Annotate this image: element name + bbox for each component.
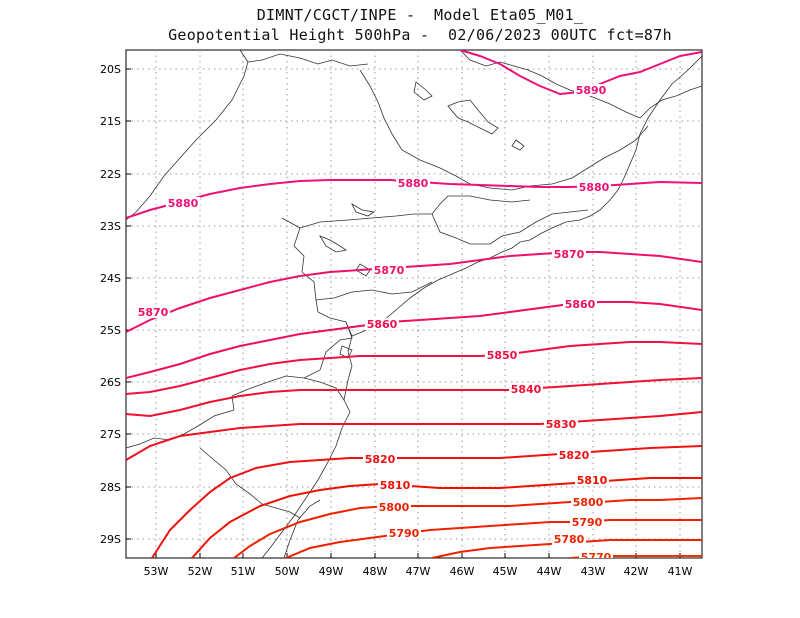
contour-5800 <box>233 497 702 558</box>
lat-label: 28S <box>100 481 121 494</box>
contour-label: 5860 <box>565 298 596 311</box>
contour-label: 5830 <box>546 418 577 431</box>
lat-label: 26S <box>100 376 121 389</box>
contour-label: 5810 <box>577 474 608 487</box>
contour-label: 5820 <box>365 453 396 466</box>
lat-label: 20S <box>100 63 121 76</box>
lon-label: 42W <box>624 565 649 578</box>
latitude-labels: 20S 21S 22S 23S 24S 25S 26S 27S 28S 29S <box>100 63 121 546</box>
contour-label: 5800 <box>379 501 410 514</box>
contour-label: 5820 <box>559 449 590 462</box>
lon-label: 47W <box>406 565 431 578</box>
lon-label: 48W <box>363 565 388 578</box>
lat-label: 23S <box>100 220 121 233</box>
contour-label: 5880 <box>168 197 199 210</box>
coastlines-and-borders <box>126 50 702 558</box>
contour-label: 5880 <box>398 177 429 190</box>
graticule <box>126 50 702 558</box>
map-frame <box>125 49 703 559</box>
lat-label: 21S <box>100 115 121 128</box>
lon-label: 50W <box>275 565 300 578</box>
contour-label: 5770 <box>581 551 612 564</box>
lon-label: 43W <box>581 565 606 578</box>
contour-label: 5790 <box>389 527 420 540</box>
contour-label: 5860 <box>367 318 398 331</box>
title-line-2: Geopotential Height 500hPa - 02/06/2023 … <box>168 26 672 44</box>
lon-label: 44W <box>537 565 562 578</box>
contour-labels: 5890 5880 5880 5880 5870 5870 5870 5860 … <box>136 84 613 564</box>
contour-label: 5840 <box>511 383 542 396</box>
lat-label: 25S <box>100 324 121 337</box>
lon-label: 53W <box>144 565 169 578</box>
contour-label: 5800 <box>573 496 604 509</box>
contour-5780 <box>431 539 702 558</box>
contour-label: 5870 <box>138 306 169 319</box>
lon-label: 45W <box>493 565 518 578</box>
title-line-1: DIMNT/CGCT/INPE - Model Eta05_M01_ <box>256 6 584 24</box>
contour-5840 <box>126 377 702 418</box>
longitude-labels: 53W 52W 51W 50W 49W 48W 47W 46W 45W 44W … <box>144 565 693 578</box>
contour-label: 5890 <box>576 84 607 97</box>
lon-label: 52W <box>188 565 213 578</box>
lat-label: 24S <box>100 272 121 285</box>
lat-label: 22S <box>100 168 121 181</box>
contour-label: 5870 <box>554 248 585 261</box>
contour-label: 5810 <box>380 479 411 492</box>
lon-label: 49W <box>319 565 344 578</box>
lon-label: 51W <box>231 565 256 578</box>
contour-label: 5880 <box>579 181 610 194</box>
lat-label: 29S <box>100 533 121 546</box>
contour-label: 5870 <box>374 264 405 277</box>
contour-label: 5850 <box>487 349 518 362</box>
lon-label: 46W <box>450 565 475 578</box>
lon-label: 41W <box>668 565 693 578</box>
contour-label: 5780 <box>554 533 585 546</box>
contour-label: 5790 <box>572 516 603 529</box>
contour-5850 <box>126 341 702 395</box>
contour-5830 <box>126 411 702 461</box>
lat-label: 27S <box>100 428 121 441</box>
contour-5790 <box>285 519 702 558</box>
